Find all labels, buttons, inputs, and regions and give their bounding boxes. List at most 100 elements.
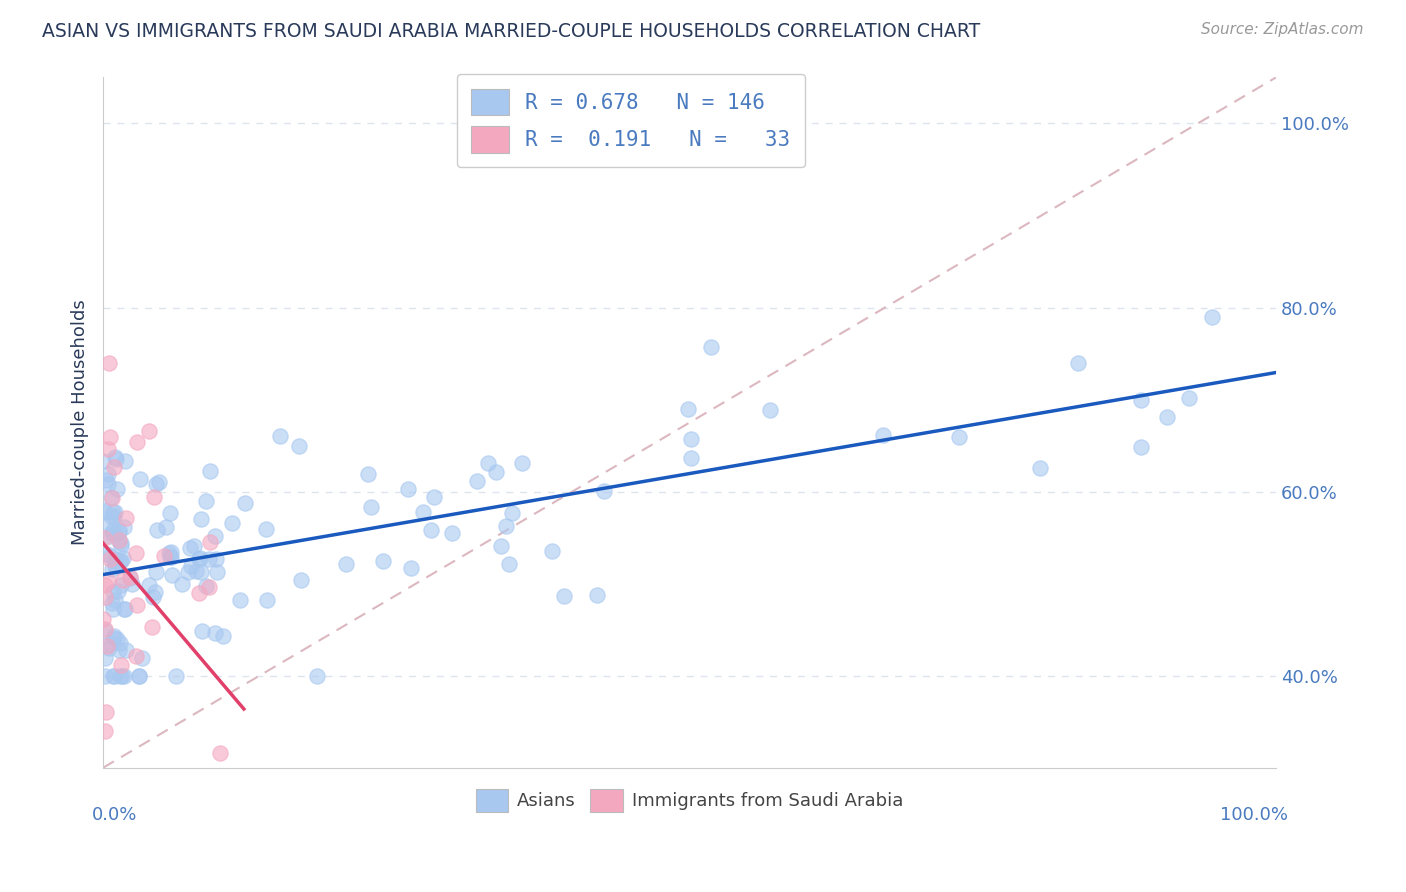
Point	[112, 520, 135, 534]
Point	[188, 551, 211, 566]
Point	[190, 565, 212, 579]
Point	[100, 430, 122, 444]
Point	[681, 450, 703, 465]
Point	[194, 493, 217, 508]
Point	[94, 590, 117, 604]
Point	[676, 401, 699, 416]
Point	[104, 505, 127, 519]
Point	[104, 558, 127, 572]
Point	[114, 668, 136, 682]
Point	[96, 547, 118, 561]
Point	[104, 553, 127, 567]
Point	[103, 629, 125, 643]
Point	[107, 643, 129, 657]
Point	[256, 593, 278, 607]
Point	[485, 465, 508, 479]
Point	[101, 510, 124, 524]
Point	[96, 639, 118, 653]
Point	[498, 558, 520, 572]
Point	[412, 505, 434, 519]
Point	[335, 557, 357, 571]
Point	[94, 668, 117, 682]
Point	[1129, 392, 1152, 407]
Point	[125, 434, 148, 449]
Point	[138, 578, 160, 592]
Point	[97, 467, 120, 481]
Point	[98, 551, 121, 566]
Point	[145, 477, 167, 491]
Point	[103, 631, 125, 645]
Point	[110, 539, 132, 553]
Point	[357, 467, 380, 482]
Point	[179, 541, 201, 556]
Point	[115, 511, 138, 525]
Point	[107, 583, 129, 598]
Point	[110, 536, 132, 550]
Point	[121, 577, 143, 591]
Point	[114, 602, 136, 616]
Point	[254, 522, 277, 536]
Point	[111, 668, 134, 682]
Point	[159, 506, 181, 520]
Point	[115, 642, 138, 657]
Point	[143, 584, 166, 599]
Point	[98, 641, 121, 656]
Point	[183, 540, 205, 554]
Point	[104, 450, 127, 464]
Point	[101, 491, 124, 506]
Point	[103, 459, 125, 474]
Point	[138, 424, 160, 438]
Point	[105, 632, 128, 647]
Point	[105, 482, 128, 496]
Point	[97, 476, 120, 491]
Point	[120, 571, 142, 585]
Point	[195, 578, 218, 592]
Point	[141, 590, 163, 604]
Point	[93, 650, 115, 665]
Point	[94, 505, 117, 519]
Point	[118, 570, 141, 584]
Point	[103, 508, 125, 523]
Point	[592, 483, 614, 498]
Point	[373, 553, 395, 567]
Point	[97, 574, 120, 588]
Point	[198, 534, 221, 549]
Point	[153, 549, 176, 563]
Point	[477, 456, 499, 470]
Point	[1156, 410, 1178, 425]
Point	[128, 668, 150, 682]
Point	[111, 551, 134, 566]
Point	[155, 519, 177, 533]
Point	[198, 464, 221, 478]
Point	[141, 620, 163, 634]
Point	[396, 482, 419, 496]
Point	[1178, 391, 1201, 405]
Point	[100, 549, 122, 564]
Point	[125, 546, 148, 560]
Point	[91, 454, 114, 468]
Point	[188, 585, 211, 599]
Point	[142, 491, 165, 505]
Point	[146, 524, 169, 538]
Point	[872, 428, 894, 442]
Y-axis label: Married-couple Households: Married-couple Households	[72, 300, 89, 545]
Point	[501, 507, 523, 521]
Point	[101, 602, 124, 616]
Point	[586, 588, 609, 602]
Point	[108, 533, 131, 547]
Point	[212, 629, 235, 643]
Point	[128, 668, 150, 682]
Point	[1029, 460, 1052, 475]
Point	[101, 595, 124, 609]
Point	[97, 356, 120, 370]
Point	[180, 559, 202, 574]
Point	[108, 554, 131, 568]
Point	[98, 529, 121, 543]
Point	[103, 668, 125, 682]
Point	[94, 622, 117, 636]
Point	[165, 668, 187, 682]
Point	[190, 511, 212, 525]
Point	[553, 589, 575, 603]
Point	[399, 560, 422, 574]
Point	[108, 534, 131, 549]
